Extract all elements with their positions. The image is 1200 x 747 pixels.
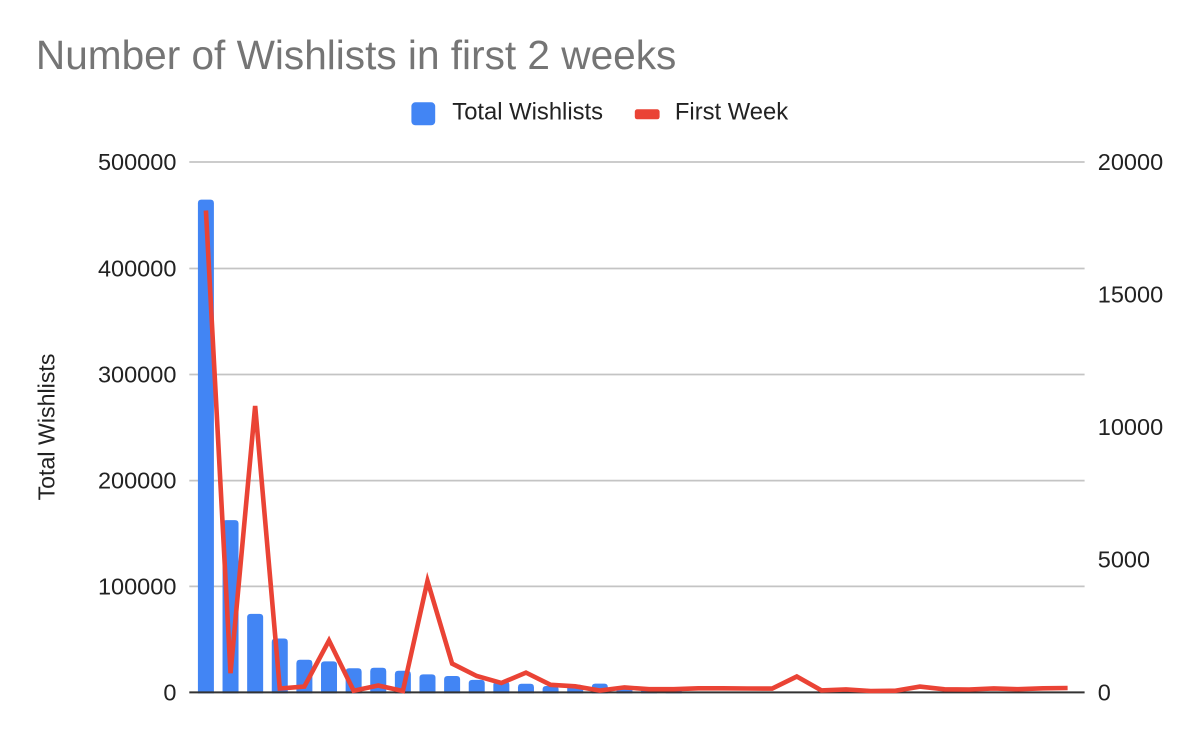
svg-text:15000: 15000 <box>1098 282 1163 308</box>
svg-text:100000: 100000 <box>98 573 176 599</box>
svg-text:200000: 200000 <box>98 468 176 494</box>
svg-text:5000: 5000 <box>1098 547 1150 573</box>
svg-text:Total Wishlists: Total Wishlists <box>34 354 60 501</box>
svg-text:Number of Wishlists in first 2: Number of Wishlists in first 2 weeks <box>36 32 676 78</box>
svg-text:500000: 500000 <box>98 149 176 175</box>
svg-text:20000: 20000 <box>1098 149 1163 175</box>
svg-text:400000: 400000 <box>98 255 176 281</box>
svg-text:First Week: First Week <box>675 99 788 126</box>
svg-text:Total Wishlists: Total Wishlists <box>452 99 603 126</box>
svg-text:300000: 300000 <box>98 361 176 387</box>
svg-text:10000: 10000 <box>1098 414 1163 440</box>
svg-text:0: 0 <box>1098 679 1111 705</box>
svg-text:0: 0 <box>163 679 176 705</box>
